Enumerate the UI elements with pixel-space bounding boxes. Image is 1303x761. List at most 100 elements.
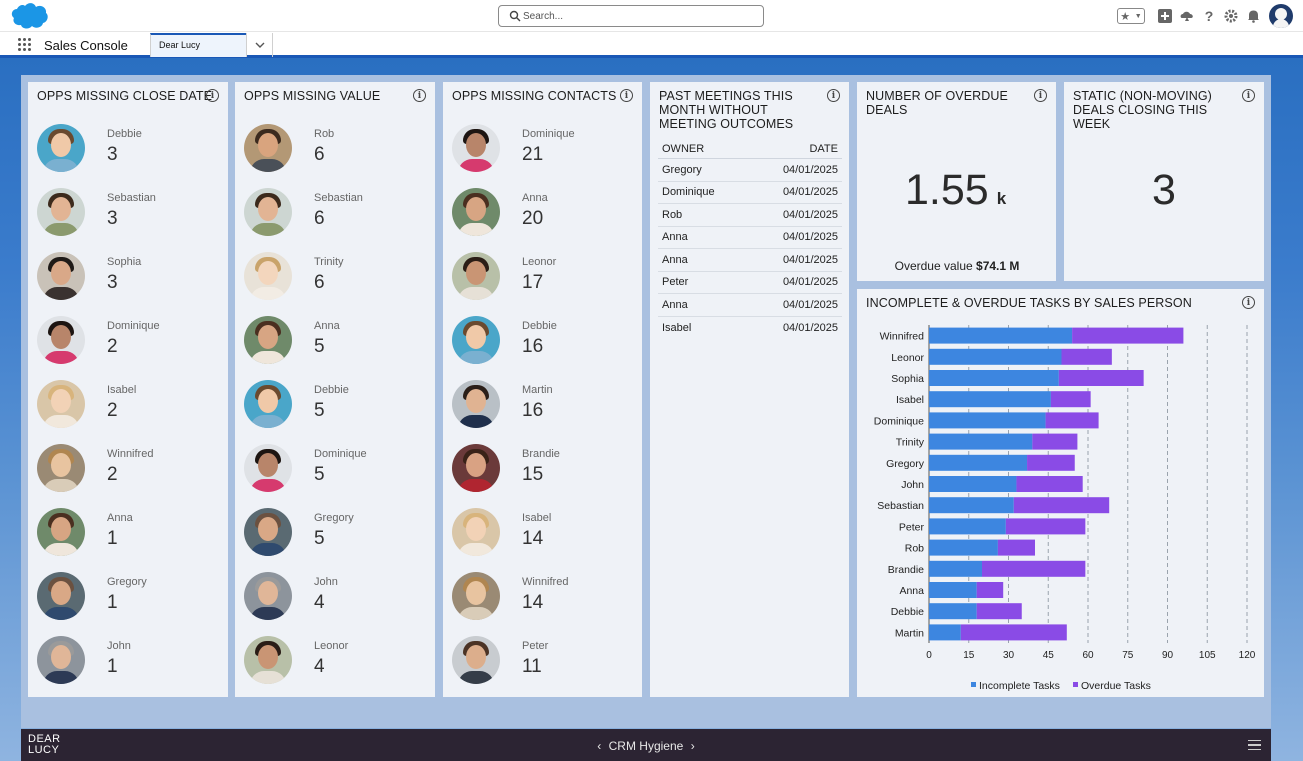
date-column-header[interactable]: DATE xyxy=(748,140,842,159)
bar-overdue[interactable] xyxy=(1016,476,1083,492)
person-row[interactable]: Sebastian 6 xyxy=(244,188,424,252)
app-launcher-icon[interactable] xyxy=(18,38,32,52)
table-row[interactable]: Anna 04/01/2025 xyxy=(658,293,842,317)
person-row[interactable]: Martin 16 xyxy=(452,380,632,444)
table-row[interactable]: Gregory 04/01/2025 xyxy=(658,158,842,182)
person-row[interactable]: Sebastian 3 xyxy=(37,188,217,252)
table-row[interactable]: Rob 04/01/2025 xyxy=(658,203,842,227)
person-row[interactable]: Trinity 6 xyxy=(244,252,424,316)
table-row[interactable]: Peter 04/01/2025 xyxy=(658,271,842,294)
person-row[interactable]: Leonor 4 xyxy=(244,636,424,700)
bar-overdue[interactable] xyxy=(1050,391,1091,408)
bar-incomplete[interactable] xyxy=(929,582,977,598)
person-row[interactable]: John 4 xyxy=(244,572,424,636)
person-name: Gregory xyxy=(314,512,354,524)
tab-dear-lucy[interactable]: Dear Lucy xyxy=(150,33,246,57)
logo-line-1: DEAR xyxy=(28,733,61,745)
bar-overdue[interactable] xyxy=(976,582,1004,598)
bar-incomplete[interactable] xyxy=(929,539,998,556)
bar-overdue[interactable] xyxy=(997,539,1035,556)
chevron-right-icon[interactable]: › xyxy=(690,739,695,753)
person-row[interactable]: Winnifred 2 xyxy=(37,444,217,508)
avatar xyxy=(452,124,500,172)
bar-incomplete[interactable] xyxy=(929,348,1062,365)
bar-incomplete[interactable] xyxy=(929,412,1046,429)
person-row[interactable]: Anna 20 xyxy=(452,188,632,252)
bar-overdue[interactable] xyxy=(1027,454,1075,471)
person-row[interactable]: Peter 11 xyxy=(452,636,632,700)
bar-overdue[interactable] xyxy=(1032,433,1078,450)
bar-incomplete[interactable] xyxy=(929,560,982,577)
setup-button[interactable] xyxy=(1221,6,1241,26)
table-row[interactable]: Anna 04/01/2025 xyxy=(658,226,842,249)
avatar xyxy=(37,124,85,172)
notifications-button[interactable] xyxy=(1243,6,1263,26)
user-avatar[interactable] xyxy=(1269,4,1293,28)
info-icon[interactable]: i xyxy=(620,89,633,102)
table-row[interactable]: Isabel 04/01/2025 xyxy=(658,316,842,339)
person-row[interactable]: Dominique 21 xyxy=(452,124,632,188)
info-icon[interactable]: i xyxy=(827,89,840,102)
bar-overdue[interactable] xyxy=(982,560,1086,577)
bar-overdue[interactable] xyxy=(1013,497,1110,514)
bar-incomplete[interactable] xyxy=(929,433,1033,450)
bar-incomplete[interactable] xyxy=(929,497,1014,514)
table-row[interactable]: Dominique 04/01/2025 xyxy=(658,181,842,204)
person-row[interactable]: Anna 5 xyxy=(244,316,424,380)
person-name: Leonor xyxy=(314,640,349,652)
info-icon[interactable]: i xyxy=(1242,296,1255,309)
person-row[interactable]: John 1 xyxy=(37,636,217,700)
bar-overdue[interactable] xyxy=(1072,327,1184,344)
person-row[interactable]: Rob 6 xyxy=(244,124,424,188)
bar-incomplete[interactable] xyxy=(929,454,1028,471)
help-button[interactable]: ? xyxy=(1199,6,1219,26)
bar-incomplete[interactable] xyxy=(929,370,1059,386)
meetings-table-body: Gregory 04/01/2025 Dominique 04/01/2025 Rob 0… xyxy=(658,158,842,339)
owner-column-header[interactable]: OWNER xyxy=(658,140,749,159)
search-input[interactable] xyxy=(523,7,753,25)
bar-incomplete[interactable] xyxy=(929,624,961,641)
avatar xyxy=(452,508,500,556)
person-row[interactable]: Anna 1 xyxy=(37,508,217,572)
salesforce-logo[interactable] xyxy=(9,2,49,30)
info-icon[interactable]: i xyxy=(1034,89,1047,102)
person-row[interactable]: Dominique 2 xyxy=(37,316,217,380)
nav-menu-button[interactable] xyxy=(246,33,273,57)
person-row[interactable]: Dominique 5 xyxy=(244,444,424,508)
person-row[interactable]: Leonor 17 xyxy=(452,252,632,316)
info-icon[interactable]: i xyxy=(1242,89,1255,102)
trailhead-button[interactable] xyxy=(1177,6,1197,26)
bar-incomplete[interactable] xyxy=(929,603,977,620)
bar-overdue[interactable] xyxy=(976,603,1022,620)
person-row[interactable]: Brandie 15 xyxy=(452,444,632,508)
bar-incomplete[interactable] xyxy=(929,327,1073,344)
bar-overdue[interactable] xyxy=(1045,412,1099,429)
info-icon[interactable]: i xyxy=(413,89,426,102)
person-row[interactable]: Gregory 1 xyxy=(37,572,217,636)
hamburger-menu-icon[interactable] xyxy=(1248,740,1261,750)
table-row[interactable]: Anna 04/01/2025 xyxy=(658,248,842,272)
person-count: 5 xyxy=(314,464,325,485)
bar-overdue[interactable] xyxy=(1061,348,1112,365)
bar-incomplete[interactable] xyxy=(929,391,1051,408)
global-search[interactable] xyxy=(498,5,764,27)
person-row[interactable]: Debbie 5 xyxy=(244,380,424,444)
person-row[interactable]: Debbie 16 xyxy=(452,316,632,380)
person-count: 11 xyxy=(522,656,542,677)
bar-incomplete[interactable] xyxy=(929,476,1017,492)
person-row[interactable]: Isabel 14 xyxy=(452,508,632,572)
owner-cell: Dominique xyxy=(658,181,749,204)
chevron-left-icon[interactable]: ‹ xyxy=(597,739,602,753)
bar-overdue[interactable] xyxy=(1005,518,1086,535)
bar-overdue[interactable] xyxy=(960,624,1067,641)
person-row[interactable]: Gregory 5 xyxy=(244,508,424,572)
bar-incomplete[interactable] xyxy=(929,518,1006,535)
person-row[interactable]: Debbie 3 xyxy=(37,124,217,188)
person-row[interactable]: Isabel 2 xyxy=(37,380,217,444)
person-row[interactable]: Winnifred 14 xyxy=(452,572,632,636)
favorites-button[interactable]: ★ ▼ xyxy=(1117,8,1145,24)
add-button[interactable] xyxy=(1155,6,1175,26)
info-icon[interactable]: i xyxy=(206,89,219,102)
bar-overdue[interactable] xyxy=(1058,370,1144,386)
person-row[interactable]: Sophia 3 xyxy=(37,252,217,316)
